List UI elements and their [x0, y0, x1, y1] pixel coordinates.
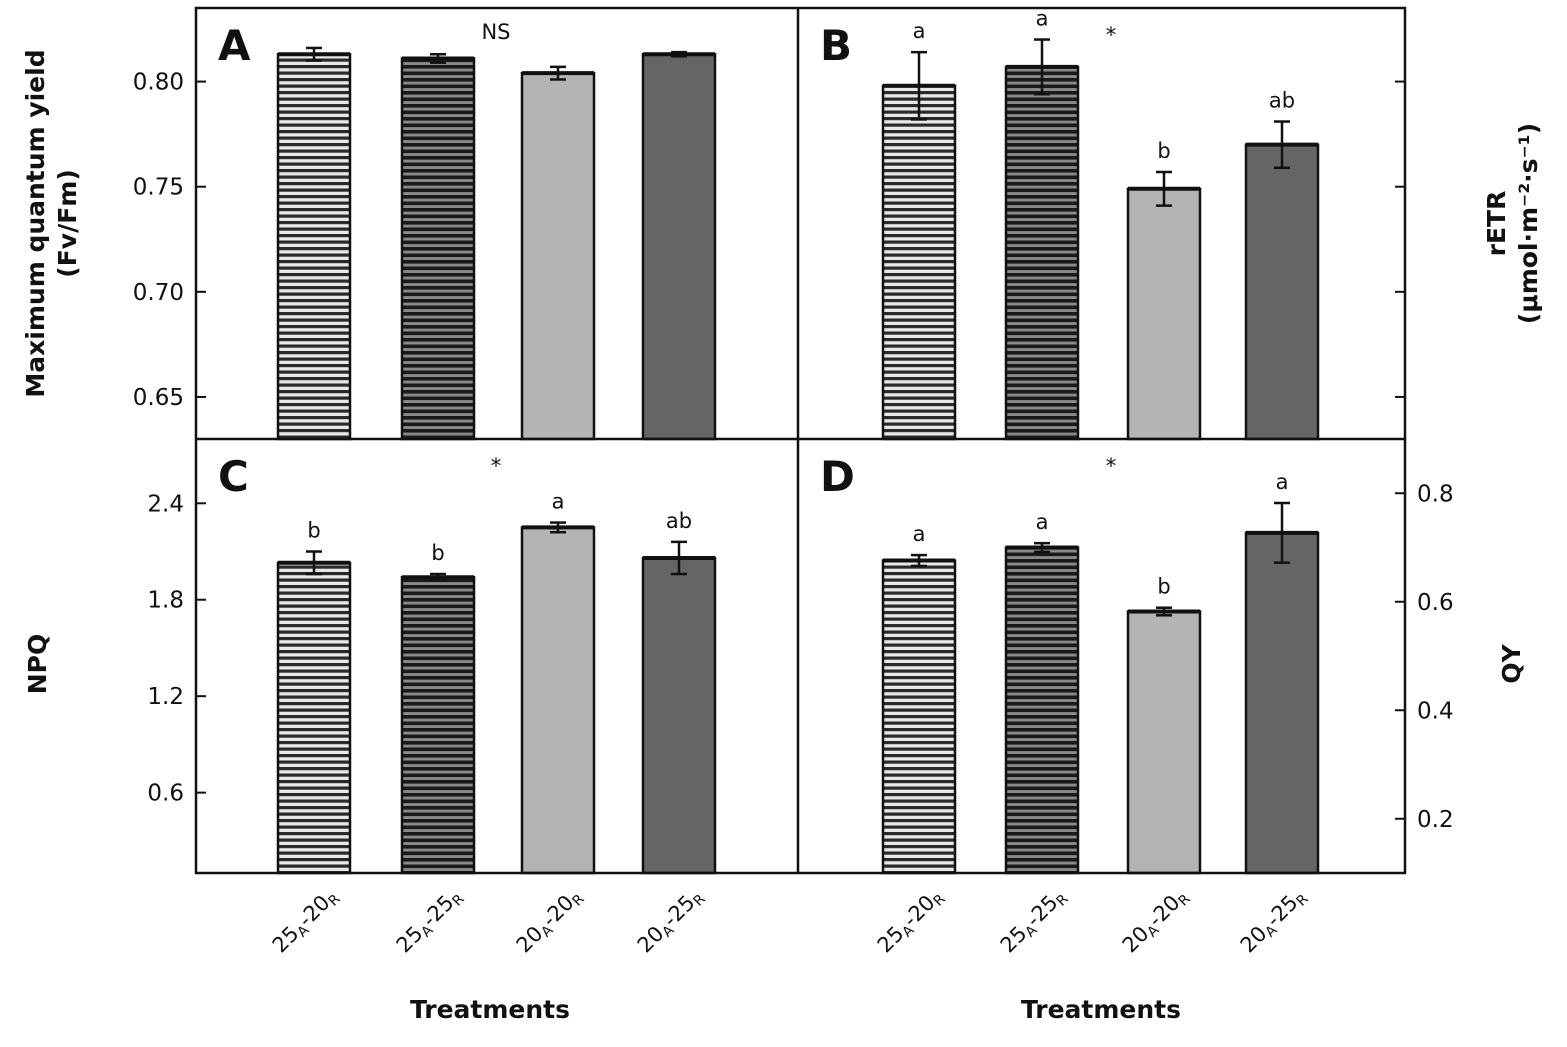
- panel-d-label: D: [820, 452, 855, 501]
- panel-a-ylabel-line1: Maximum quantum yield: [21, 49, 50, 397]
- frame-layer: [194, 6, 1407, 875]
- panel-c-ytick-label-2: 1.2: [147, 684, 184, 710]
- d-category-label-2: 25A-25R: [996, 883, 1072, 959]
- panel-a-ytick-label-3: 0.75: [133, 175, 184, 201]
- panel-b-bar-3: [1126, 187, 1202, 441]
- panel-b-letter-2: a: [1036, 7, 1049, 31]
- panel-c-ytick-label-4: 2.4: [147, 491, 184, 517]
- c-category-label-1: 25A-20R: [268, 883, 344, 959]
- panel-d-ytick-label-4: 0.8: [1417, 481, 1454, 507]
- panel-c-letter-4: ab: [666, 509, 692, 533]
- x-axis-title-right: Treatments: [1021, 995, 1181, 1024]
- panel-c-bar-2: [400, 575, 476, 875]
- panel-d-ytick-label-1: 0.2: [1417, 807, 1454, 833]
- panel-a-bar-4: [641, 53, 717, 441]
- panel-d-ylabel: QY: [1497, 643, 1526, 683]
- panel-a-bar-1: [276, 53, 352, 441]
- panel-d-bar-3: [1126, 610, 1202, 875]
- panel-d-bar-1: [881, 559, 957, 875]
- panel-d-letter-4: a: [1276, 470, 1289, 494]
- panel-c-ytick-label-1: 0.6: [147, 781, 184, 807]
- panel-b-label: B: [820, 21, 852, 70]
- panel-c-label: C: [218, 452, 249, 501]
- panel-b-letter-3: b: [1157, 139, 1170, 163]
- d-category-label-1: 25A-20R: [873, 883, 949, 959]
- panel-a-ylabel-line2: (Fv/Fm): [53, 169, 82, 277]
- panel-a-bar-2: [400, 57, 476, 441]
- c-category-label-4: 20A-25R: [633, 883, 709, 959]
- panel-c-ytick-label-3: 1.8: [147, 588, 184, 614]
- panel-d-ytick-label-2: 0.4: [1417, 698, 1454, 724]
- panel-a-bar-3: [520, 71, 596, 441]
- panel-c-bar-4: [641, 556, 717, 875]
- panel-d-letter-1: a: [913, 522, 926, 546]
- panel-c-bar-1: [276, 561, 352, 875]
- panel-c-letter-3: a: [552, 490, 565, 514]
- outer-frame: [194, 6, 1407, 875]
- panel-c-letter-1: b: [307, 519, 320, 543]
- panel-b-letter-1: a: [913, 19, 926, 43]
- panel-b-bar-4: [1244, 143, 1320, 441]
- panel-b-ylabel-line2: (μmol·m⁻²·s⁻¹): [1514, 123, 1543, 324]
- d-category-label-3: 20A-20R: [1118, 883, 1194, 959]
- panel-d-bar-4: [1244, 531, 1320, 875]
- d-category-label-4: 20A-25R: [1236, 883, 1312, 959]
- panel-d-ytick-label-3: 0.6: [1417, 590, 1454, 616]
- panel-d-significance: *: [1106, 454, 1117, 478]
- panel-c-significance: *: [491, 454, 502, 478]
- panel-d-bar-2: [1004, 546, 1080, 875]
- panel-b-letter-4: ab: [1269, 89, 1295, 113]
- panel-d-letter-3: b: [1157, 575, 1170, 599]
- panel-c-letter-2: b: [431, 541, 444, 565]
- panel-b-bar-2: [1004, 65, 1080, 441]
- c-category-label-3: 20A-20R: [512, 883, 588, 959]
- c-category-label-2: 25A-25R: [392, 883, 468, 959]
- x-axis-title-left: Treatments: [410, 995, 570, 1024]
- panel-d-letter-2: a: [1036, 510, 1049, 534]
- plot-layer: A NS 0.65 0.70 0.75 0.80 Maximum quantum yield…: [21, 7, 1543, 1024]
- panel-a-ytick-label-4: 0.80: [133, 70, 184, 96]
- panel-a-significance: NS: [481, 20, 510, 44]
- panel-a-ytick-label-1: 0.65: [133, 385, 184, 411]
- panel-a-ytick-label-2: 0.70: [133, 280, 184, 306]
- panel-b-bar-1: [881, 84, 957, 441]
- panel-c-bar-3: [520, 526, 596, 875]
- panel-a-label: A: [218, 21, 251, 70]
- panel-b-ylabel-line1: rETR: [1482, 191, 1511, 257]
- panel-c-ylabel: NPQ: [23, 634, 52, 695]
- panel-b-significance: *: [1106, 23, 1117, 47]
